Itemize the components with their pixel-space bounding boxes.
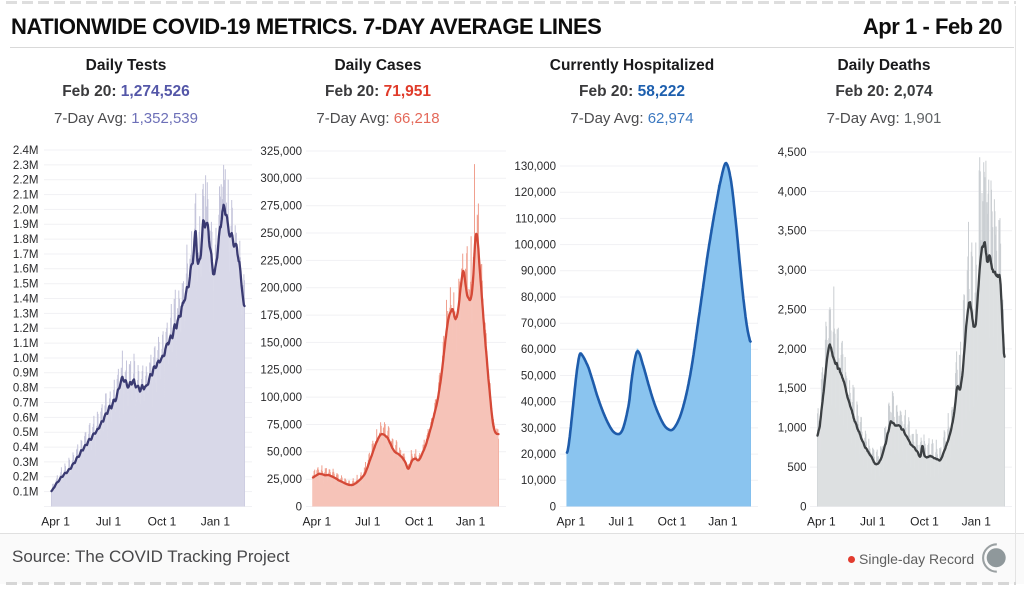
svg-text:Jan 1: Jan 1 <box>456 515 486 529</box>
svg-text:1,000: 1,000 <box>778 423 807 435</box>
svg-text:0.6M: 0.6M <box>13 412 39 424</box>
svg-text:Jul 1: Jul 1 <box>860 515 886 529</box>
svg-text:1.7M: 1.7M <box>13 249 39 261</box>
svg-text:1.1M: 1.1M <box>13 338 39 350</box>
svg-text:Apr 1: Apr 1 <box>807 515 836 529</box>
svg-text:2.3M: 2.3M <box>13 160 39 172</box>
svg-text:10,000: 10,000 <box>521 475 556 487</box>
svg-text:25,000: 25,000 <box>267 474 302 486</box>
svg-text:150,000: 150,000 <box>260 337 302 349</box>
svg-text:Jul 1: Jul 1 <box>609 515 635 529</box>
svg-text:0: 0 <box>550 501 556 513</box>
svg-text:1.9M: 1.9M <box>13 219 39 231</box>
svg-text:0.2M: 0.2M <box>13 472 39 484</box>
svg-text:Jan 1: Jan 1 <box>708 515 738 529</box>
svg-text:0.7M: 0.7M <box>13 397 39 409</box>
svg-text:2.0M: 2.0M <box>13 204 39 216</box>
svg-text:60,000: 60,000 <box>521 344 556 356</box>
svg-text:Oct 1: Oct 1 <box>658 515 687 529</box>
svg-text:0: 0 <box>296 501 302 513</box>
svg-text:1.4M: 1.4M <box>13 293 39 305</box>
svg-text:70,000: 70,000 <box>521 318 556 330</box>
svg-text:1.0M: 1.0M <box>13 353 39 365</box>
svg-text:Jul 1: Jul 1 <box>96 515 122 529</box>
svg-text:0.3M: 0.3M <box>13 457 39 469</box>
svg-text:50,000: 50,000 <box>521 370 556 382</box>
svg-text:Apr 1: Apr 1 <box>557 515 586 529</box>
svg-text:Oct 1: Oct 1 <box>910 515 939 529</box>
svg-text:0.9M: 0.9M <box>13 368 39 380</box>
svg-text:500: 500 <box>787 462 806 474</box>
svg-text:120,000: 120,000 <box>514 187 556 199</box>
svg-text:2.4M: 2.4M <box>13 145 39 157</box>
svg-text:275,000: 275,000 <box>260 201 302 213</box>
svg-text:3,500: 3,500 <box>778 226 807 238</box>
svg-text:0.4M: 0.4M <box>13 442 39 454</box>
svg-text:300,000: 300,000 <box>260 173 302 185</box>
svg-text:100,000: 100,000 <box>260 392 302 404</box>
svg-text:Jan 1: Jan 1 <box>201 515 231 529</box>
svg-text:125,000: 125,000 <box>260 365 302 377</box>
svg-text:1.2M: 1.2M <box>13 323 39 335</box>
svg-text:200,000: 200,000 <box>260 283 302 295</box>
svg-text:1.8M: 1.8M <box>13 234 39 246</box>
svg-text:1,500: 1,500 <box>778 383 807 395</box>
svg-text:250,000: 250,000 <box>260 228 302 240</box>
svg-text:175,000: 175,000 <box>260 310 302 322</box>
svg-text:75,000: 75,000 <box>267 419 302 431</box>
svg-text:325,000: 325,000 <box>260 146 302 158</box>
svg-text:Oct 1: Oct 1 <box>148 515 177 529</box>
svg-text:Oct 1: Oct 1 <box>405 515 434 529</box>
svg-text:90,000: 90,000 <box>521 266 556 278</box>
svg-text:0.8M: 0.8M <box>13 383 39 395</box>
svg-text:Jan 1: Jan 1 <box>962 515 992 529</box>
svg-text:100,000: 100,000 <box>514 240 556 252</box>
svg-text:50,000: 50,000 <box>267 447 302 459</box>
svg-text:80,000: 80,000 <box>521 292 556 304</box>
svg-text:0.1M: 0.1M <box>13 487 39 499</box>
svg-text:4,000: 4,000 <box>778 186 807 198</box>
svg-text:0: 0 <box>800 501 806 513</box>
svg-text:40,000: 40,000 <box>521 397 556 409</box>
svg-text:130,000: 130,000 <box>514 161 556 173</box>
svg-text:225,000: 225,000 <box>260 255 302 267</box>
svg-text:2,500: 2,500 <box>778 305 807 317</box>
svg-text:1.3M: 1.3M <box>13 308 39 320</box>
svg-text:2.1M: 2.1M <box>13 190 39 202</box>
svg-text:Apr 1: Apr 1 <box>303 515 332 529</box>
svg-text:2.2M: 2.2M <box>13 175 39 187</box>
svg-text:4,500: 4,500 <box>778 147 807 159</box>
svg-text:Apr 1: Apr 1 <box>41 515 70 529</box>
svg-text:1.6M: 1.6M <box>13 264 39 276</box>
svg-text:0.5M: 0.5M <box>13 427 39 439</box>
svg-text:30,000: 30,000 <box>521 423 556 435</box>
svg-text:3,000: 3,000 <box>778 265 807 277</box>
svg-text:20,000: 20,000 <box>521 449 556 461</box>
svg-text:110,000: 110,000 <box>515 213 556 225</box>
svg-text:Jul 1: Jul 1 <box>355 515 381 529</box>
svg-text:2,000: 2,000 <box>778 344 807 356</box>
svg-text:1.5M: 1.5M <box>13 279 39 291</box>
